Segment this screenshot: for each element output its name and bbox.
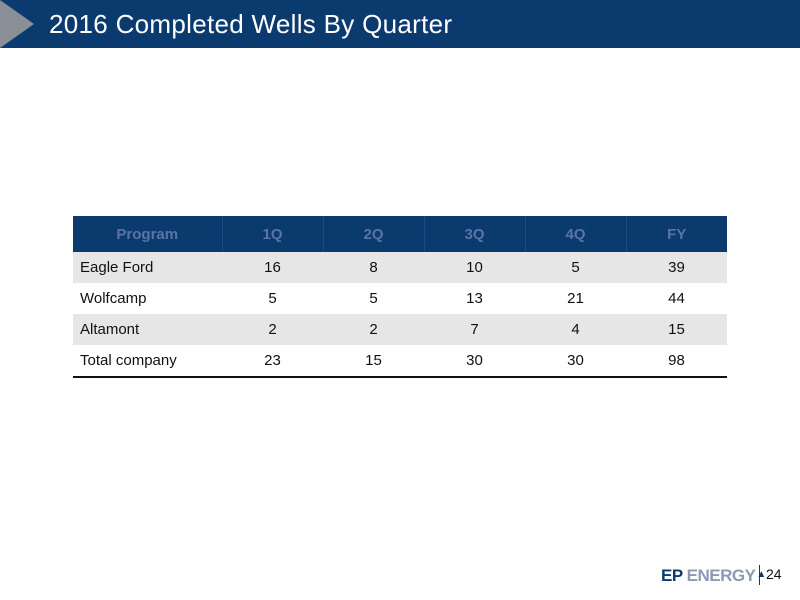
table-cell: 8 xyxy=(323,252,424,283)
page-number: 24 xyxy=(766,566,782,582)
footer-divider xyxy=(759,565,760,585)
table-cell: 5 xyxy=(525,252,626,283)
header-fy: FY xyxy=(625,216,727,252)
table-cell: 2 xyxy=(323,314,424,345)
table-cell: 5 xyxy=(268,290,277,307)
table-cell: 44 xyxy=(668,290,685,307)
table-cell: 15 xyxy=(626,314,727,345)
table-cell: 15 xyxy=(323,345,424,378)
logo-energy-text: ENERGY xyxy=(686,566,756,585)
table-cell: 10 xyxy=(424,252,525,283)
logo-ep-text: EP xyxy=(661,566,683,585)
header-4q: 4Q xyxy=(524,216,626,252)
slide-title: 2016 Completed Wells By Quarter xyxy=(49,9,453,39)
header-program: Program xyxy=(73,216,222,252)
header-2q: 2Q xyxy=(322,216,424,252)
completed-wells-table: Program 1Q 2Q 3Q 4Q FY Eagle Ford 16 8 1… xyxy=(73,216,727,378)
table-cell: 4 xyxy=(525,314,626,345)
title-arrow-icon xyxy=(0,0,34,48)
header-1q: 1Q xyxy=(221,216,323,252)
table-cell: 23 xyxy=(222,345,323,378)
ep-energy-logo: EP ENERGY▲ xyxy=(661,566,766,586)
table-cell-program: Eagle Ford xyxy=(73,252,222,283)
header-3q: 3Q xyxy=(423,216,525,252)
logo-triangle-icon: ▲ xyxy=(756,569,766,580)
table-cell: 13 xyxy=(466,290,483,307)
table-header-row: Program 1Q 2Q 3Q 4Q FY xyxy=(73,216,727,252)
table-row-altamont: Altamont 2 2 7 4 15 xyxy=(73,314,727,345)
table-cell-program: Wolfcamp xyxy=(80,290,147,307)
table-cell: 5 xyxy=(369,290,378,307)
table-cell: 30 xyxy=(525,345,626,378)
table-row-eagle-ford: Eagle Ford 16 8 10 5 39 xyxy=(73,252,727,283)
table-cell: 2 xyxy=(222,314,323,345)
table-cell: 98 xyxy=(626,345,727,378)
table-row-total-company: Total company 23 15 30 30 98 xyxy=(73,345,727,378)
table-cell: 7 xyxy=(424,314,525,345)
table-row-wolfcamp: Wolfcamp 5 5 13 21 44 xyxy=(73,283,727,314)
table-cell: 16 xyxy=(222,252,323,283)
table-cell: 21 xyxy=(567,290,584,307)
table-cell: 30 xyxy=(424,345,525,378)
table-cell-program: Total company xyxy=(73,345,222,378)
table-cell-program: Altamont xyxy=(73,314,222,345)
title-bar: 2016 Completed Wells By Quarter xyxy=(0,0,800,48)
table-cell: 39 xyxy=(626,252,727,283)
